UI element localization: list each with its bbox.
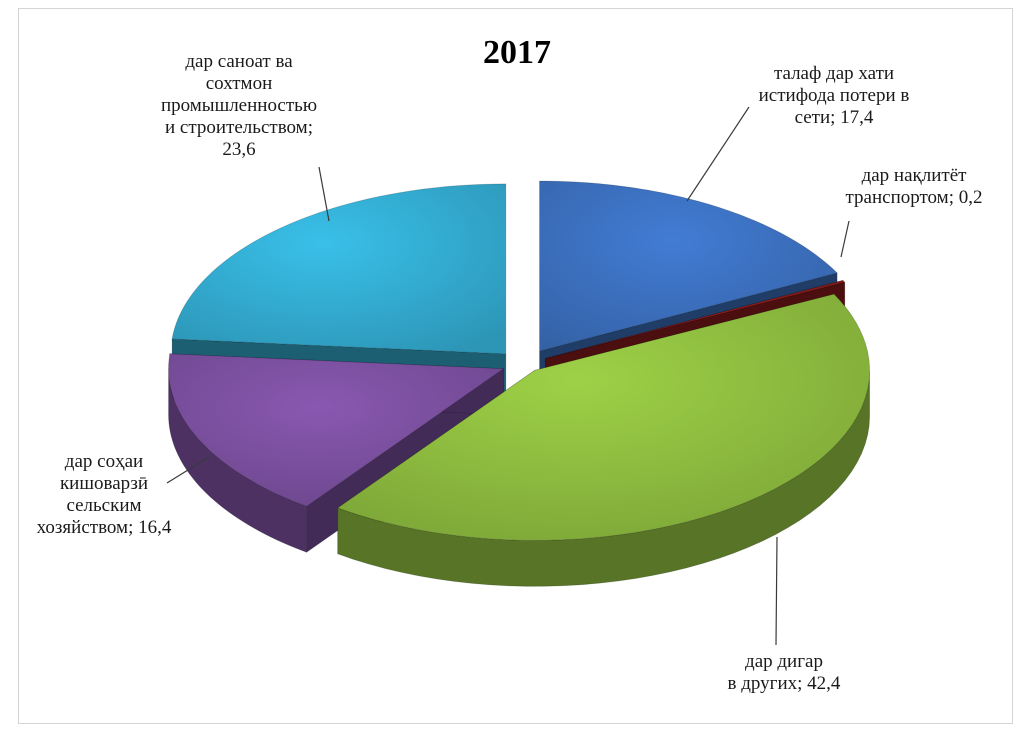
pie-chart: 2017 талаф дар хати истифода потери в сети… [37,34,983,694]
pie-slice-3-top [168,353,505,507]
slice-label-0-line-1: истифода потери в [759,85,910,106]
slice-label-1-line-1: транспортом; 0,2 [846,187,983,208]
slice-label-4-line-0: дар саноат ва [185,51,293,72]
slice-label-4-line-3: и строительством; [165,117,313,138]
slice-label-1-line-0: дар нақлитёт [862,165,968,186]
pie-slice-2 [336,293,871,587]
slice-label-3-line-3: хозяйством; 16,4 [37,517,172,538]
pie-slice-4-top [171,183,507,355]
slice-label-3-line-1: кишоварзӣ [60,473,148,494]
leader-line-3 [166,456,210,484]
slice-label-4: дар саноат ва сохтмон промышленностью и стр… [161,51,317,160]
slice-label-0: талаф дар хати истифода потери в сети; 17,… [759,63,910,128]
slice-label-3-line-2: сельским [66,495,141,516]
leader-line-0 [686,106,750,202]
slice-label-4-line-2: промышленностью [161,95,317,116]
leader-line-2 [775,536,778,646]
slice-label-3: дар соҳаи кишоварзӣ сельским хозяйством; 16… [37,451,172,538]
slice-label-0-line-0: талаф дар хати [774,63,894,84]
slice-label-4-line-1: сохтмон [206,73,272,94]
slice-label-2-line-0: дар дигар [745,651,823,672]
slice-label-0-line-2: сети; 17,4 [795,107,874,128]
chart-frame: 2017 талаф дар хати истифода потери в сети… [18,8,1013,724]
slice-label-1: дар нақлитёт транспортом; 0,2 [846,165,983,208]
chart-title: 2017 [483,34,551,71]
pie-slice-2-top [336,293,871,541]
leader-line-1 [840,220,850,258]
slice-label-4-line-4: 23,6 [222,139,255,160]
slice-label-2-line-1: в других; 42,4 [728,673,841,694]
pie-slice-0-top [539,180,838,352]
pie-slice-1-top [545,279,846,359]
slice-label-2: дар дигар в других; 42,4 [728,651,841,694]
slice-label-3-line-0: дар соҳаи [65,451,143,472]
leader-line-4 [318,166,330,222]
